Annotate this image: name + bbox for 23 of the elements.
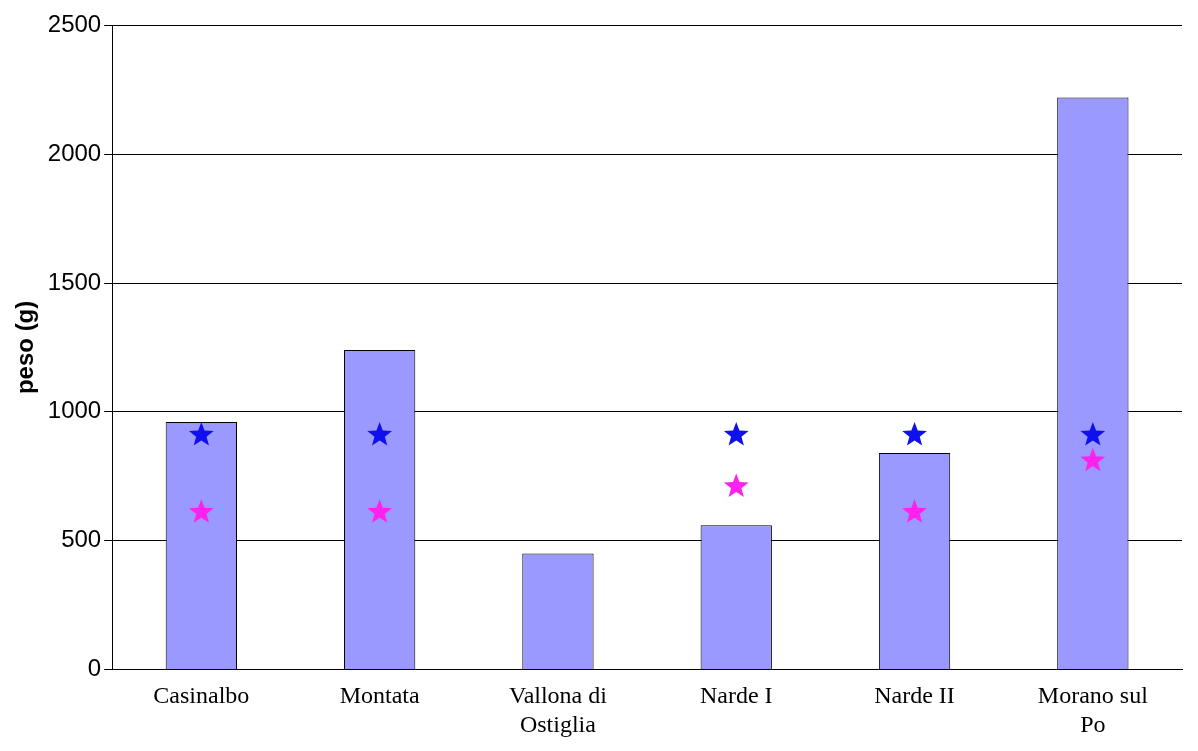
y-tick-label: 2000 [47, 138, 102, 166]
y-tick-label: 0 [87, 654, 102, 682]
x-tick-label: Montata [339, 682, 420, 709]
point [723, 473, 749, 498]
point [188, 499, 214, 523]
y-axis-title: peso (g) [11, 300, 39, 395]
point [1080, 447, 1106, 472]
x-tick-label: Morano sul Po [1037, 682, 1149, 737]
y-tick-label: 500 [61, 525, 102, 553]
point [367, 421, 393, 446]
point [723, 421, 749, 446]
point [1080, 421, 1106, 446]
x-tick-label: Narde I [699, 682, 773, 709]
y-tick-label: 1000 [47, 396, 102, 424]
x-tick-label: Vallona di Ostiglia [508, 682, 608, 737]
point [902, 499, 927, 523]
point [367, 499, 393, 523]
point [188, 421, 214, 446]
y-tick-label: 1500 [47, 267, 102, 295]
x-tick-label: Narde II [874, 682, 955, 709]
x-tick-label: Casinalbo [153, 682, 250, 709]
point [902, 421, 927, 446]
y-tick-label: 2500 [47, 10, 102, 38]
